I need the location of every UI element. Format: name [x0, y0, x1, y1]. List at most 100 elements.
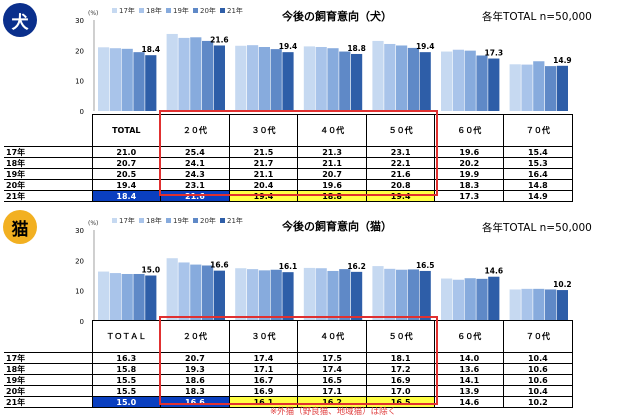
bar — [315, 268, 327, 321]
table-cell: 23.1 — [365, 146, 436, 158]
table-cell: 13.6 — [434, 363, 505, 375]
legend-swatch — [166, 218, 171, 223]
legend-swatch — [193, 8, 198, 13]
legend-label: 20年 — [200, 216, 216, 225]
table-cell: 18.8 — [297, 190, 367, 202]
legend-label: 18年 — [146, 216, 162, 225]
legend-swatch — [139, 218, 144, 223]
table-cell: 14.6 — [434, 396, 505, 408]
bar — [545, 289, 557, 321]
data-label: 19.4 — [279, 42, 298, 51]
bar — [533, 61, 545, 111]
table-header-cell: ４０代 — [297, 114, 367, 147]
table-cell: 20.7 — [91, 157, 162, 169]
data-label: 19.4 — [416, 42, 435, 51]
bar — [145, 55, 157, 111]
data-label: 21.6 — [210, 35, 229, 44]
bar — [213, 270, 225, 321]
bar — [556, 290, 568, 321]
data-label: 16.1 — [279, 262, 298, 271]
table-row-label: 18年 — [4, 363, 92, 375]
legend-label: 21年 — [227, 216, 243, 225]
legend-swatch — [139, 8, 144, 13]
bar — [545, 66, 557, 111]
table-row-label: 17年 — [4, 146, 92, 158]
legend-swatch — [193, 218, 198, 223]
bar — [521, 288, 533, 321]
table-cell: 20.7 — [297, 168, 367, 180]
bar — [270, 269, 282, 321]
legend-label: 18年 — [146, 6, 162, 15]
table-cell: 14.8 — [503, 179, 573, 191]
y-tick-label: 30 — [75, 227, 84, 235]
table-cell: 22.1 — [365, 157, 436, 169]
y-tick-label: 10 — [75, 288, 84, 296]
table-cell: 17.0 — [365, 385, 436, 397]
table-row-label: 19年 — [4, 374, 92, 386]
table-cell: 10.6 — [503, 363, 573, 375]
bar — [488, 58, 500, 111]
bar — [521, 64, 533, 111]
bar — [213, 45, 225, 112]
table-cell: 16.9 — [228, 385, 299, 397]
bar — [441, 278, 453, 321]
table-row-label: 18年 — [4, 157, 92, 169]
table-cell: 15.0 — [91, 396, 162, 408]
bar — [464, 50, 476, 111]
table-row: 17年 21.0 25.4 21.5 21.3 23.1 19.6 15.4 — [4, 146, 573, 158]
bar — [98, 47, 110, 111]
table-cell: 17.1 — [228, 363, 299, 375]
table-row: 21年 15.0 16.6 16.1 16.2 16.5 14.6 10.2 — [4, 396, 573, 408]
table-cell: 20.2 — [434, 157, 505, 169]
bar — [166, 258, 178, 321]
table-row-label: 20年 — [4, 179, 92, 191]
table-header-cell: ７０代 — [503, 114, 573, 147]
y-tick-label: 10 — [75, 78, 84, 86]
table-cell: 21.3 — [297, 146, 367, 158]
bar — [372, 40, 384, 111]
table-cell: 21.1 — [297, 157, 367, 169]
table-row: 20年 19.4 23.1 20.4 19.6 20.8 18.3 14.8 — [4, 179, 573, 191]
cat-chart-title: 今後の飼育意向（猫） — [282, 220, 392, 233]
bar — [419, 270, 431, 321]
data-label: 17.3 — [485, 49, 504, 58]
bar — [270, 49, 282, 111]
table-header-cell: ７０代 — [503, 320, 573, 353]
table-row-label: 19年 — [4, 168, 92, 180]
y-tick-label: 30 — [75, 17, 84, 25]
bar — [166, 33, 178, 111]
bar — [303, 267, 315, 321]
table-cell: 19.6 — [297, 179, 367, 191]
bar — [109, 48, 121, 111]
y-tick-label: 20 — [75, 257, 84, 265]
table-cell: 14.0 — [434, 352, 505, 364]
bar — [488, 276, 500, 321]
table-header-cell: ＴＯＴＡＬ — [91, 320, 162, 353]
table-header-cell: ３０代 — [228, 320, 299, 353]
table-row-label: 17年 — [4, 352, 92, 364]
bar — [452, 279, 464, 321]
table-row: 17年 16.3 20.7 17.4 17.5 18.1 14.0 10.4 — [4, 352, 573, 364]
table-cell: 17.5 — [297, 352, 367, 364]
bar — [282, 272, 294, 321]
table-cell: 16.4 — [503, 168, 573, 180]
table-cell: 21.6 — [365, 168, 436, 180]
table-cell: 15.5 — [91, 374, 162, 386]
table-cell: 16.9 — [365, 374, 436, 386]
table-cell: 21.0 — [91, 146, 162, 158]
table-cell: 17.4 — [297, 363, 367, 375]
table-cell: 15.8 — [91, 363, 162, 375]
legend-label: 17年 — [119, 216, 135, 225]
bar — [178, 37, 190, 111]
bar — [452, 49, 464, 111]
bar — [98, 271, 110, 321]
bar — [133, 52, 145, 111]
table-cell: 14.9 — [503, 190, 573, 202]
legend-swatch — [166, 8, 171, 13]
cat-footnote: ※外猫（野良猫、地域猫）は除く — [270, 407, 397, 417]
data-label: 18.4 — [142, 45, 161, 54]
table-cell: 21.6 — [160, 190, 230, 202]
table-row-label: 21年 — [4, 190, 92, 202]
bar — [109, 273, 121, 321]
